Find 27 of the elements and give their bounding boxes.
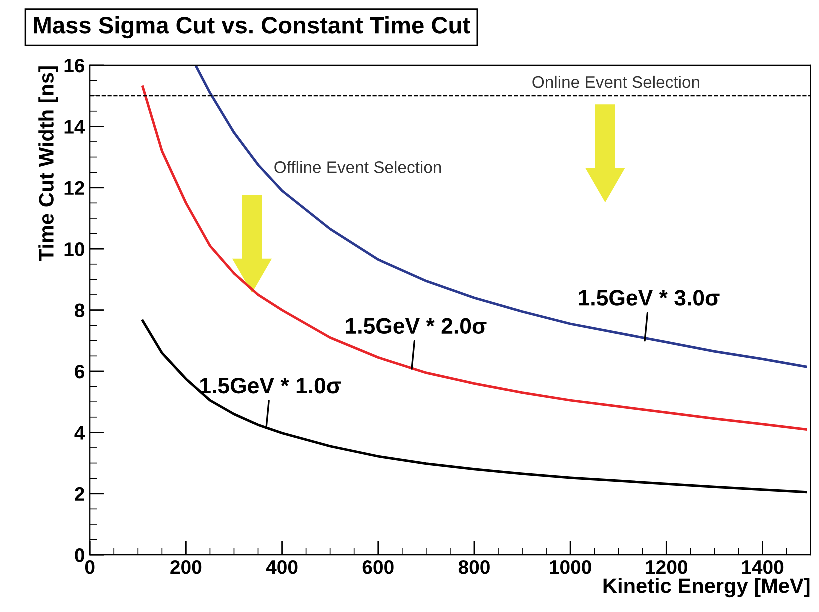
annotation: 1.5GeV * 1.0σ xyxy=(200,378,342,394)
x-tick-label: 1000 xyxy=(550,560,592,574)
y-tick-label: 2 xyxy=(75,487,84,501)
y-tick-label: 4 xyxy=(74,426,86,440)
y-tick-label: 6 xyxy=(75,364,85,379)
x-tick-label: 400 xyxy=(266,560,298,574)
y-tick-label: 12 xyxy=(64,181,84,195)
y-axis-title: Time Cut Width [ns] xyxy=(38,66,58,262)
y-tick-label: 10 xyxy=(64,242,84,256)
chart-title: Mass Sigma Cut vs. Constant Time Cut xyxy=(34,16,470,39)
y-tick-label: 0 xyxy=(75,548,84,562)
line-series xyxy=(194,65,808,368)
y-tick-label: 8 xyxy=(75,304,85,318)
x-tick-label: 1200 xyxy=(646,560,688,574)
ref-line-label: Online Event Selection xyxy=(532,76,700,88)
annotation: 1.5GeV * 2.0σ xyxy=(346,318,487,334)
x-tick-label: 200 xyxy=(170,560,202,574)
x-tick-label: 800 xyxy=(458,560,490,574)
x-tick-label: 1400 xyxy=(742,560,784,574)
annotation: 1.5GeV * 3.0σ xyxy=(579,290,720,306)
x-tick-label: 0 xyxy=(85,560,95,574)
y-tick-label: 14 xyxy=(64,120,86,134)
annotation: Offline Event Selection xyxy=(274,161,442,174)
x-axis-title: Kinetic Energy [MeV] xyxy=(604,578,810,598)
line-series xyxy=(142,320,808,494)
x-tick-label: 600 xyxy=(362,560,394,574)
y-tick-label: 16 xyxy=(64,58,85,73)
